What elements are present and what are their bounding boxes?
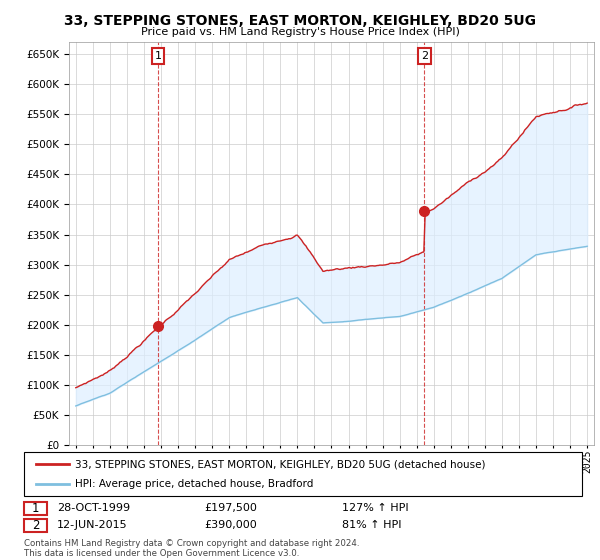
Text: 33, STEPPING STONES, EAST MORTON, KEIGHLEY, BD20 5UG: 33, STEPPING STONES, EAST MORTON, KEIGHL…	[64, 14, 536, 28]
Text: 127% ↑ HPI: 127% ↑ HPI	[342, 503, 409, 514]
Text: 33, STEPPING STONES, EAST MORTON, KEIGHLEY, BD20 5UG (detached house): 33, STEPPING STONES, EAST MORTON, KEIGHL…	[75, 459, 485, 469]
Text: 12-JUN-2015: 12-JUN-2015	[57, 520, 128, 530]
Text: 2: 2	[32, 519, 39, 532]
Text: HPI: Average price, detached house, Bradford: HPI: Average price, detached house, Brad…	[75, 479, 313, 489]
Text: 1: 1	[32, 502, 39, 515]
Text: 28-OCT-1999: 28-OCT-1999	[57, 503, 130, 514]
Text: Contains HM Land Registry data © Crown copyright and database right 2024.
This d: Contains HM Land Registry data © Crown c…	[24, 539, 359, 558]
Text: £197,500: £197,500	[204, 503, 257, 514]
Text: Price paid vs. HM Land Registry's House Price Index (HPI): Price paid vs. HM Land Registry's House …	[140, 27, 460, 37]
Text: 2: 2	[421, 51, 428, 61]
Text: 81% ↑ HPI: 81% ↑ HPI	[342, 520, 401, 530]
Text: 1: 1	[154, 51, 161, 61]
Text: £390,000: £390,000	[204, 520, 257, 530]
